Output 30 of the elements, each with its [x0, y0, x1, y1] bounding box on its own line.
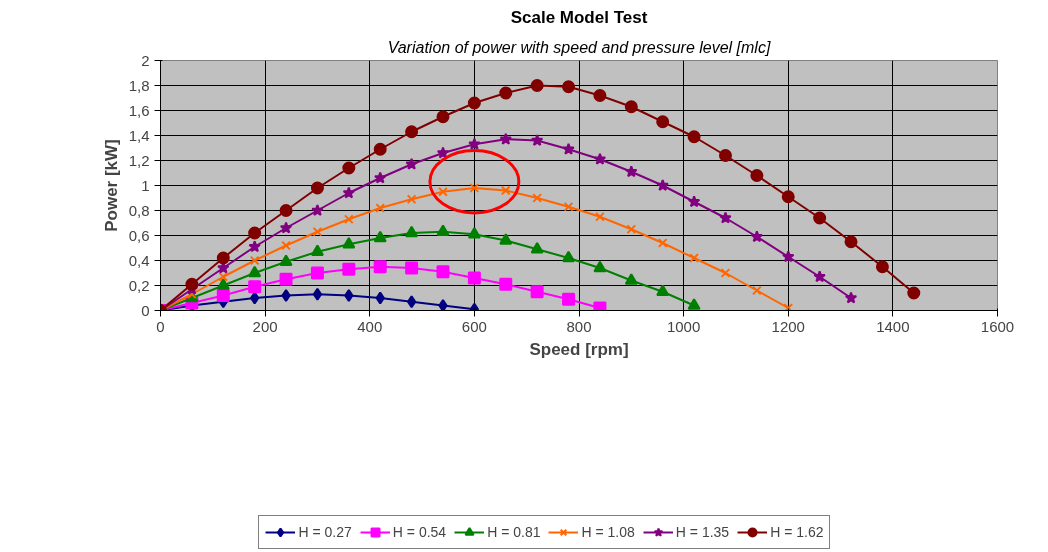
- x-tick-label: 800: [566, 317, 592, 335]
- y-tick-label: 0: [141, 301, 150, 319]
- y-axis-title: Power [kW]: [101, 139, 121, 232]
- legend-label: H = 1.35: [675, 523, 730, 540]
- x-tick-label: 1200: [771, 317, 805, 335]
- y-tick-label: 1,4: [128, 126, 150, 144]
- y-tick-label: 0,6: [128, 226, 150, 244]
- legend-label: H = 1.62: [770, 523, 824, 540]
- y-tick-label: 1: [141, 176, 150, 194]
- x-tick-label: 200: [252, 317, 278, 335]
- chart-title: Scale Model Test: [510, 7, 648, 27]
- chart-subtitle: Variation of power with speed and pressure level [mlc]: [387, 38, 771, 56]
- y-tick-label: 1,2: [128, 151, 150, 169]
- y-tick-label: 2: [141, 51, 150, 69]
- x-tick-label: 1000: [666, 317, 701, 335]
- legend-label: H = 0.54: [392, 523, 447, 540]
- x-axis-title: Speed [rpm]: [529, 339, 629, 359]
- x-tick-label: 0: [156, 317, 165, 335]
- y-tick-label: 1,8: [128, 76, 150, 94]
- y-tick-label: 0,4: [128, 251, 150, 269]
- y-tick-label: 0,2: [128, 276, 150, 294]
- legend-label: H = 1.08: [581, 523, 635, 540]
- x-tick-label: 1400: [876, 317, 910, 335]
- legend-label: H = 0.27: [298, 523, 352, 540]
- y-tick-label: 1,6: [128, 101, 150, 119]
- x-tick-label: 400: [357, 317, 383, 335]
- legend-label: H = 0.81: [487, 523, 541, 540]
- x-tick-label: 600: [461, 317, 487, 335]
- y-tick-label: 0,8: [128, 201, 150, 219]
- x-tick-label: 1600: [980, 317, 1015, 335]
